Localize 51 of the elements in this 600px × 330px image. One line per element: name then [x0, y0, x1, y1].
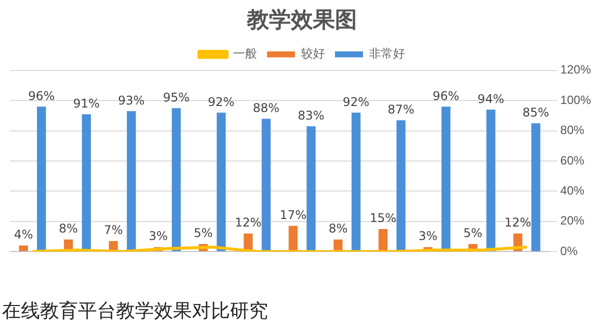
y-tick-label: 100% [560, 92, 592, 107]
data-label: 92% [342, 94, 370, 109]
data-label: 91% [73, 96, 100, 110]
bar [126, 111, 136, 252]
bar [306, 126, 316, 252]
bar [378, 228, 388, 252]
legend-label: 较好 [301, 46, 325, 61]
data-label: 12% [234, 216, 262, 230]
data-label: 7% [104, 223, 123, 238]
y-tick-label: 120% [560, 62, 592, 77]
y-tick-label: 0% [560, 244, 578, 258]
data-label: 5% [194, 226, 213, 240]
bar [82, 114, 91, 252]
bar [352, 112, 361, 252]
bar [334, 240, 343, 252]
bar [216, 112, 226, 252]
data-label: 4% [14, 228, 34, 242]
data-label: 17% [280, 208, 306, 222]
legend-label: 非常好 [369, 46, 405, 61]
data-label: 8% [328, 222, 348, 236]
text: 在线教育平台教学效果对比研究 [2, 299, 268, 324]
data-label: 93% [118, 93, 145, 108]
data-label: 8% [58, 222, 78, 236]
data-label: 15% [370, 211, 396, 226]
data-label: 92% [208, 94, 235, 109]
bar [18, 246, 28, 252]
data-label: 12% [504, 216, 532, 230]
data-label: 94% [478, 92, 504, 106]
bar [288, 226, 298, 252]
data-label: 83% [298, 108, 324, 122]
data-label: 85% [522, 105, 550, 120]
data-label: 96% [432, 88, 460, 103]
y-tick-label: 80% [560, 123, 585, 138]
data-label: 96% [28, 88, 55, 103]
bar [262, 118, 271, 252]
y-tick-label: 20% [560, 214, 585, 228]
data-label: 95% [162, 90, 190, 104]
bar [172, 108, 181, 252]
data-label: 5% [463, 226, 482, 240]
legend-label: 一般 [233, 46, 257, 61]
y-tick-label: 60% [560, 153, 585, 168]
data-label: 3% [148, 229, 168, 244]
data-label: 88% [252, 100, 280, 115]
bar [531, 123, 540, 252]
bar [36, 106, 46, 252]
y-tick-label: 40% [560, 184, 585, 198]
data-label: 87% [388, 102, 414, 116]
bar [486, 110, 496, 252]
bar [396, 120, 406, 252]
data-label: 3% [418, 229, 438, 244]
chart-title: 教学效果图 [246, 8, 357, 33]
